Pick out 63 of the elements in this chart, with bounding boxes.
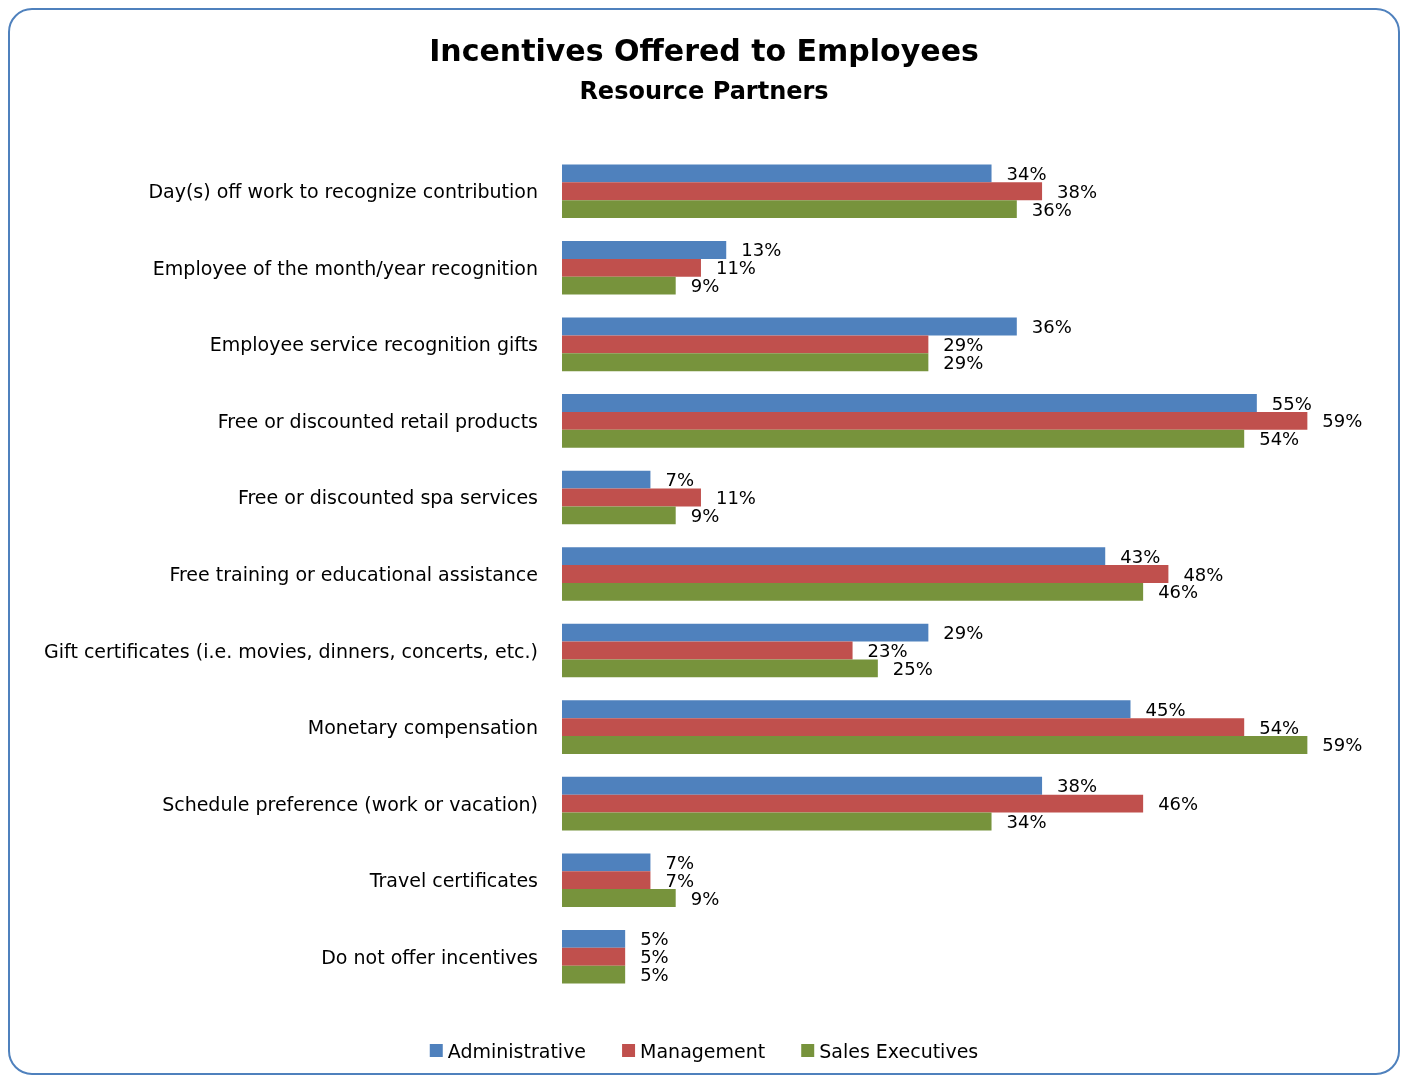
bar xyxy=(562,641,853,660)
data-label: 34% xyxy=(1006,162,1047,184)
data-label: 45% xyxy=(1145,698,1186,720)
bar xyxy=(562,565,1169,583)
bar xyxy=(562,736,1308,754)
data-label: 29% xyxy=(943,622,984,644)
bar xyxy=(562,853,651,872)
bar xyxy=(562,947,626,966)
y-tick-label: Monetary compensation xyxy=(307,716,538,739)
data-label: 7% xyxy=(665,469,694,491)
bar xyxy=(562,623,929,642)
bar xyxy=(562,276,676,295)
y-tick-label: Free or discounted retail products xyxy=(217,409,538,432)
y-tick-label: Gift certificates (i.e. movies, dinners, concerts, etc.) xyxy=(44,639,538,662)
y-tick-label: Employee of the month/year recognition xyxy=(152,256,538,279)
y-tick-label: Employee service recognition gifts xyxy=(209,333,538,356)
bar xyxy=(562,411,1308,430)
bar xyxy=(562,258,701,277)
legend-label: Management xyxy=(640,1039,766,1062)
bar xyxy=(562,547,1106,566)
data-label: 55% xyxy=(1271,392,1312,414)
bar xyxy=(562,582,1144,601)
data-label: 59% xyxy=(1322,734,1363,756)
data-label: 54% xyxy=(1259,716,1300,738)
bar xyxy=(562,794,1144,813)
chart-subtitle: Resource Partners xyxy=(579,77,829,105)
bar xyxy=(562,394,1257,412)
bar xyxy=(562,317,1017,336)
legend-label: Sales Executives xyxy=(819,1039,979,1062)
data-label: 46% xyxy=(1158,793,1199,815)
bar xyxy=(562,429,1245,448)
bar xyxy=(562,506,676,525)
bar xyxy=(562,164,992,183)
bar xyxy=(562,929,626,948)
chart-title: Incentives Offered to Employees xyxy=(429,32,979,68)
data-label: 43% xyxy=(1120,545,1161,567)
data-label: 38% xyxy=(1057,775,1098,797)
y-tick-label: Day(s) off work to recognize contribution xyxy=(148,180,538,203)
legend-label: Administrative xyxy=(447,1039,587,1062)
bar xyxy=(562,700,1131,719)
bar xyxy=(562,965,626,984)
y-tick-label: Free or discounted spa services xyxy=(237,486,538,509)
data-label: 36% xyxy=(1031,316,1072,337)
y-tick-label: Do not offer incentives xyxy=(321,945,538,968)
bar xyxy=(562,241,727,259)
bar xyxy=(562,182,1043,201)
bar xyxy=(562,812,992,831)
y-tick-label: Travel certificates xyxy=(368,869,538,892)
bar xyxy=(562,200,1017,219)
y-tick-label: Free training or educational assistance xyxy=(169,563,538,585)
bar xyxy=(562,659,878,678)
y-tick-label: Schedule preference (work or vacation) xyxy=(162,792,538,815)
bar xyxy=(562,335,929,354)
bar xyxy=(562,718,1245,737)
bar xyxy=(562,871,651,890)
data-label: 34% xyxy=(1006,811,1047,832)
bar xyxy=(562,470,651,489)
bar xyxy=(562,776,1043,795)
data-label: 54% xyxy=(1259,428,1300,450)
bar xyxy=(562,353,929,372)
data-label: 59% xyxy=(1322,410,1363,432)
bar xyxy=(562,488,701,507)
bar xyxy=(562,889,676,907)
